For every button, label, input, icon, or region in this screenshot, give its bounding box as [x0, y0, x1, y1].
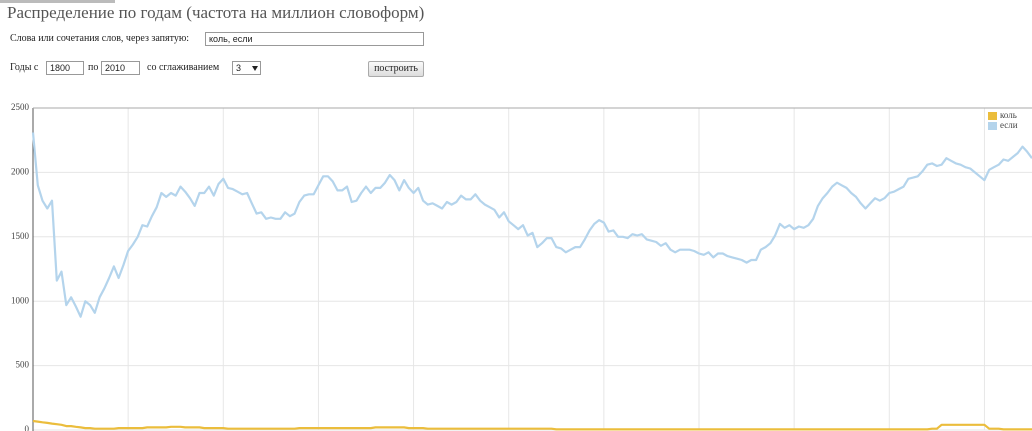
y-tick-label: 1500 — [11, 231, 30, 241]
years-from-label: Годы с — [10, 62, 39, 73]
words-input[interactable]: коль, если — [205, 32, 424, 46]
smoothing-value: 3 — [236, 63, 242, 73]
y-tick-label: 1000 — [11, 295, 30, 305]
smoothing-label: со сглаживанием — [147, 62, 220, 73]
legend-swatch — [988, 112, 997, 120]
y-tick-label: 500 — [16, 360, 30, 370]
legend-label: коль — [1000, 110, 1017, 120]
series-line — [31, 132, 1032, 318]
dropdown-arrow — [252, 66, 258, 71]
y-tick-label: 0 — [25, 424, 30, 431]
page-title: Распределение по годам (частота на милли… — [7, 3, 425, 22]
words-label: Слова или сочетания слов, через запятую: — [10, 33, 190, 44]
legend-swatch — [988, 122, 997, 130]
years-to-label: по — [88, 62, 99, 73]
build-button[interactable]: построить — [368, 61, 424, 77]
year-from-input[interactable]: 1800 — [46, 61, 84, 75]
top-bar — [0, 0, 115, 3]
series-line — [32, 419, 1032, 431]
smoothing-select[interactable]: 3 — [232, 61, 261, 75]
year-to-input[interactable]: 2010 — [101, 61, 140, 75]
y-tick-label: 2000 — [11, 166, 30, 176]
y-tick-label: 2500 — [11, 102, 30, 112]
legend-label: если — [1000, 120, 1018, 130]
